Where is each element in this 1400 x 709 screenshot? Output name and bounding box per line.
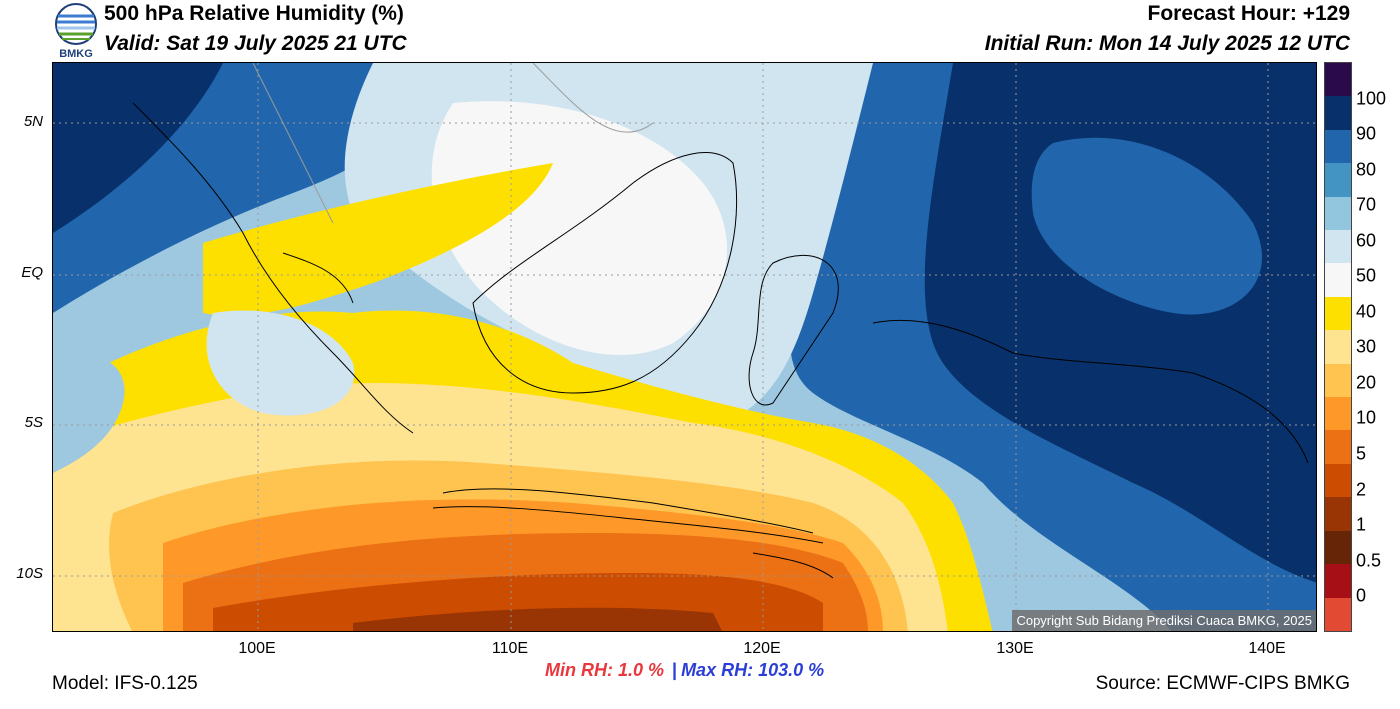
lat-label-eq: EQ	[21, 264, 43, 281]
colorbar-swatch	[1325, 263, 1351, 297]
lat-label-5s: 5S	[24, 414, 43, 431]
colorbar-swatch	[1325, 129, 1351, 164]
lon-label-100e: 100E	[238, 640, 276, 657]
map-title: 500 hPa Relative Humidity (%)	[104, 2, 404, 25]
colorbar-swatch	[1325, 63, 1351, 97]
colorbar-label: 20	[1356, 372, 1377, 393]
colorbar-label: 2	[1356, 479, 1367, 500]
colorbar-swatch	[1325, 363, 1351, 398]
rh-stats: Min RH: 1.0 % | Max RH: 103.0 %	[545, 660, 824, 681]
colorbar-swatch	[1325, 330, 1351, 364]
colorbar-label: 100	[1356, 88, 1387, 109]
humidity-field	[53, 63, 1316, 631]
colorbar-label: 90	[1356, 123, 1377, 144]
source-label: Source: ECMWF-CIPS BMKG	[1095, 673, 1350, 694]
colorbar-swatch	[1325, 430, 1351, 464]
header-left: BMKG 500 hPa Relative Humidity (%) Valid…	[52, 0, 552, 62]
valid-time: Valid: Sat 19 July 2025 21 UTC	[104, 32, 407, 55]
colorbar-label: 50	[1356, 265, 1377, 286]
colorbar-label: 10	[1356, 407, 1377, 428]
colorbar-swatch	[1325, 597, 1351, 631]
colorbar-label: 80	[1356, 159, 1377, 180]
colorbar-label: 40	[1356, 301, 1377, 322]
lon-label-110e: 110E	[491, 640, 529, 657]
colorbar-swatch	[1325, 163, 1351, 197]
bmkg-logo-text: BMKG	[59, 48, 93, 60]
humidity-colorbar	[1324, 62, 1352, 632]
bmkg-logo: BMKG	[52, 2, 100, 60]
humidity-map: Copyright Sub Bidang Prediksi Cuaca BMKG…	[52, 62, 1317, 632]
colorbar-label: 0.5	[1356, 550, 1382, 571]
lon-label-130e: 130E	[996, 640, 1034, 657]
colorbar-swatch	[1325, 296, 1351, 331]
colorbar-swatch	[1325, 530, 1351, 565]
lon-label-140e: 140E	[1248, 640, 1286, 657]
colorbar-label: 70	[1356, 194, 1377, 215]
colorbar-swatch	[1325, 230, 1351, 264]
min-rh: Min RH: 1.0 %	[545, 660, 665, 680]
max-rh: Max RH: 103.0 %	[681, 660, 825, 680]
initial-run: Initial Run: Mon 14 July 2025 12 UTC	[984, 32, 1350, 55]
colorbar-label: 60	[1356, 230, 1377, 251]
lat-label-10s: 10S	[16, 565, 43, 582]
colorbar-swatch	[1325, 96, 1351, 130]
colorbar-swatch	[1325, 564, 1351, 598]
colorbar-swatch	[1325, 463, 1351, 498]
model-label: Model: IFS-0.125	[52, 673, 198, 694]
lon-label-120e: 120E	[743, 640, 781, 657]
colorbar-swatch	[1325, 497, 1351, 531]
colorbar-swatch	[1325, 397, 1351, 431]
lat-label-5n: 5N	[23, 113, 43, 130]
colorbar-label: 1	[1356, 514, 1367, 535]
colorbar-label: 5	[1356, 443, 1367, 464]
colorbar-label: 30	[1356, 336, 1377, 357]
forecast-hour: Forecast Hour: +129	[1147, 2, 1351, 25]
colorbar-label: 0	[1356, 585, 1367, 606]
copyright-text: Copyright Sub Bidang Prediksi Cuaca BMKG…	[1012, 610, 1316, 631]
stats-separator: |	[672, 660, 678, 680]
header-right: Forecast Hour: +129 Initial Run: Mon 14 …	[985, 2, 1350, 56]
colorbar-swatch	[1325, 196, 1351, 231]
bmkg-logo-icon	[55, 3, 97, 45]
